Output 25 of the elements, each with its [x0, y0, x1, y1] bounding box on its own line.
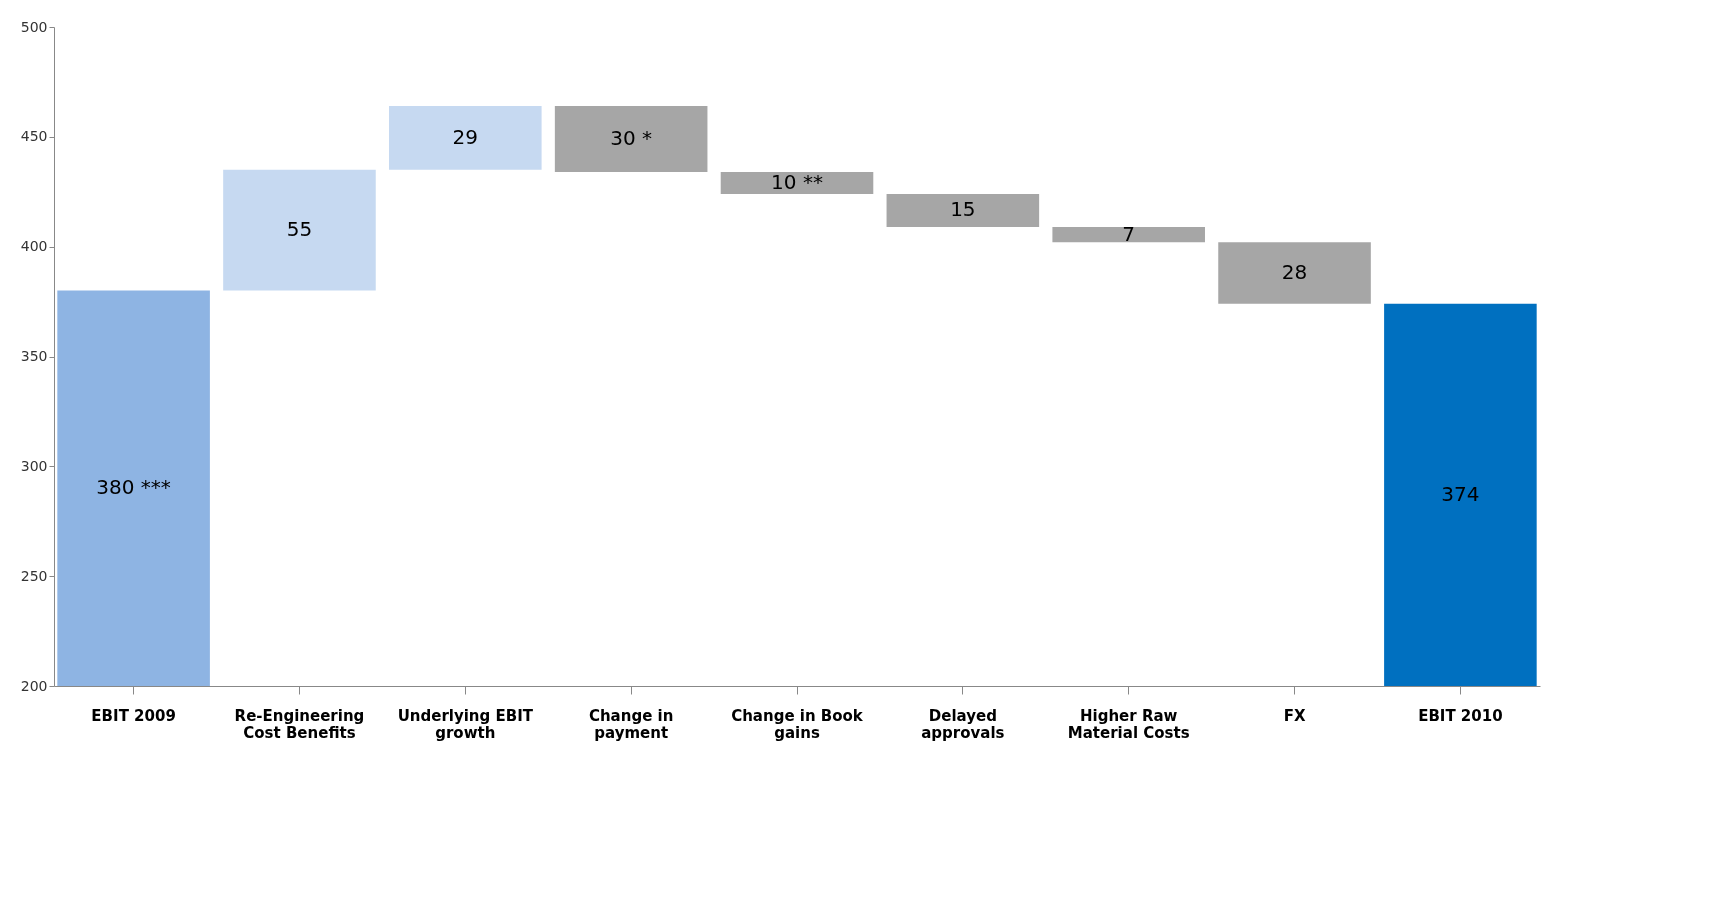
y-tick-label: 350 — [20, 348, 48, 364]
data-label: 28 — [1281, 260, 1308, 285]
data-label: 7 — [1122, 221, 1136, 246]
data-label: 15 — [950, 197, 976, 222]
data-label: 30 * — [610, 126, 653, 151]
y-tick-label: 450 — [20, 128, 48, 145]
x-tick-label: Re-Engineering Cost Benefits — [234, 706, 365, 742]
x-tick-label: Higher Raw Material Costs — [1067, 706, 1190, 742]
y-tick-label: 200 — [20, 677, 48, 694]
x-tick-label: Change in Book gains — [731, 706, 864, 742]
data-label: 29 — [452, 124, 479, 149]
data-label: 380 *** — [96, 475, 171, 500]
x-tick-label: EBIT 2010 — [1418, 706, 1503, 725]
data-label: 374 — [1441, 481, 1480, 506]
y-tick-label: 250 — [20, 567, 48, 584]
x-tick-label: Delayed approvals — [921, 706, 1005, 742]
x-tick-label: Change in payment — [588, 706, 674, 742]
x-tick-label: FX — [1283, 706, 1306, 725]
x-tick-label: EBIT 2009 — [91, 706, 176, 725]
data-label: 10 ** — [771, 169, 823, 194]
y-tick-label: 400 — [20, 238, 48, 255]
x-tick-label: Underlying EBIT growth — [397, 706, 534, 742]
y-tick-label: 300 — [20, 457, 48, 474]
y-tick-label: 500 — [20, 18, 48, 35]
data-label: 55 — [286, 217, 313, 242]
